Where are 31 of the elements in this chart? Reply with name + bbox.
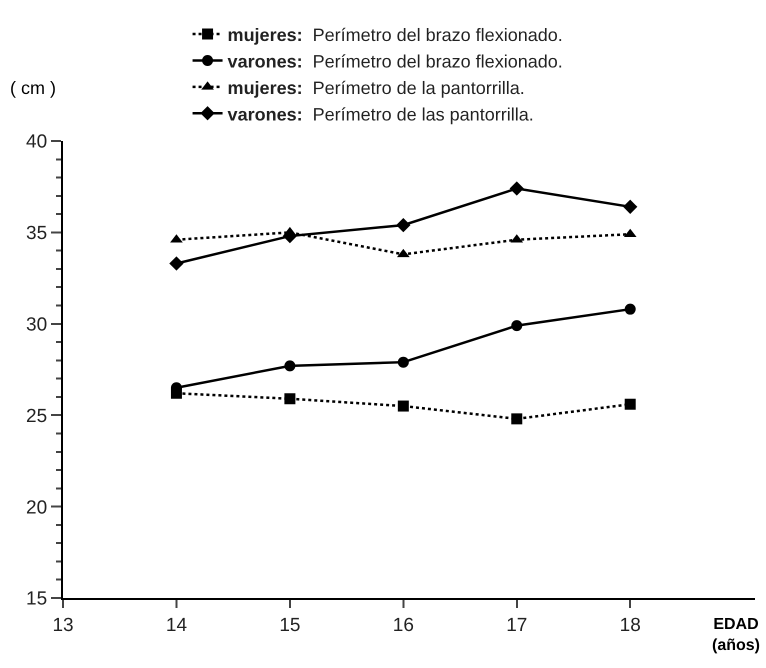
x-tick-label: 13: [52, 614, 74, 636]
point: [398, 400, 409, 412]
x-tick-label: 17: [506, 614, 528, 636]
point: [398, 356, 409, 368]
y-tick-label: 30: [26, 314, 48, 336]
point: [396, 218, 410, 232]
y-tick-label: 25: [26, 406, 48, 427]
y-axis-title: ( cm ): [10, 78, 56, 98]
x-tick-label: 15: [279, 614, 300, 636]
x-tick-label: 18: [620, 614, 641, 636]
x-tick-label: 14: [166, 614, 188, 636]
point: [511, 320, 522, 332]
point: [284, 360, 296, 372]
y-tick-label: 35: [26, 223, 48, 244]
y-tick-label: 40: [26, 132, 48, 153]
y-tick-label: 15: [26, 588, 48, 610]
point: [623, 200, 638, 214]
x-tick-label: 16: [392, 614, 414, 636]
x-axis-title: EDAD (años): [712, 616, 760, 654]
point: [510, 181, 524, 196]
y-tick-label: 20: [26, 497, 48, 518]
legend-label: varones: Perímetro de las pantorrilla.: [228, 104, 534, 124]
legend-label: varones: Perímetro del brazo flexionado.: [228, 51, 563, 72]
point: [170, 388, 182, 399]
point: [624, 304, 636, 315]
point: [511, 413, 522, 424]
point: [624, 398, 636, 410]
legend-label: mujeres: Perímetro del brazo flexionado.: [228, 25, 563, 46]
point: [169, 256, 184, 271]
legend-label: mujeres: Perímetro de la pantorrilla.: [228, 78, 525, 98]
point: [284, 393, 296, 404]
